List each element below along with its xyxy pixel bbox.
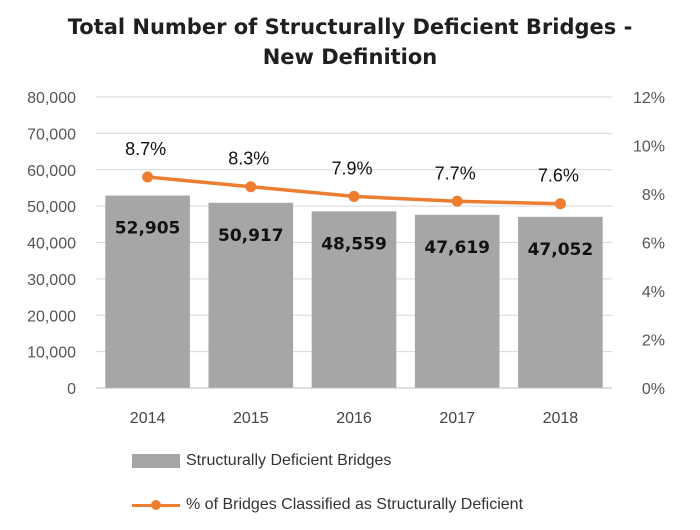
y-left-tick-label: 80,000 xyxy=(27,90,76,107)
x-tick-label: 2018 xyxy=(543,410,579,427)
y-left-tick-label: 10,000 xyxy=(27,345,76,362)
legend-swatch-bar xyxy=(132,454,180,468)
legend-label-bars: Structurally Deficient Bridges xyxy=(186,452,392,469)
line-value-label: 8.3% xyxy=(228,149,269,169)
line-point xyxy=(451,195,463,207)
chart-title: Total Number of Structurally Deficient B… xyxy=(0,12,700,72)
line-value-label: 7.7% xyxy=(435,163,476,183)
bar-value-label: 50,917 xyxy=(218,226,284,246)
y-right-tick-label: 12% xyxy=(633,90,665,107)
y-right-tick-label: 6% xyxy=(642,236,665,253)
bar xyxy=(311,211,397,388)
y-right-tick-label: 2% xyxy=(642,333,665,350)
bar-value-label: 48,559 xyxy=(321,234,387,254)
bar-value-label: 47,619 xyxy=(424,238,490,258)
y-left-tick-label: 60,000 xyxy=(27,163,76,180)
x-tick-label: 2017 xyxy=(439,410,475,427)
y-left-tick-label: 20,000 xyxy=(27,308,76,325)
bar xyxy=(414,214,500,388)
line-value-label: 7.6% xyxy=(538,166,579,186)
legend-item-line: % of Bridges Classified as Structurally … xyxy=(132,496,523,514)
y-right-tick-label: 8% xyxy=(642,187,665,204)
x-tick-label: 2014 xyxy=(130,410,166,427)
line-point xyxy=(142,171,154,183)
y-left-tick-label: 40,000 xyxy=(27,236,76,253)
x-tick-label: 2016 xyxy=(336,410,372,427)
line-point xyxy=(245,181,257,193)
y-right-tick-label: 4% xyxy=(642,284,665,301)
chart-title-line-1: Total Number of Structurally Deficient B… xyxy=(67,15,633,39)
y-left-tick-label: 30,000 xyxy=(27,272,76,289)
legend-swatch-line xyxy=(132,498,180,512)
line-value-label: 8.7% xyxy=(125,139,166,159)
chart-title-line-2: New Definition xyxy=(262,45,438,69)
line-point xyxy=(554,198,566,210)
y-right-tick-label: 10% xyxy=(633,139,665,156)
bar-value-label: 47,052 xyxy=(528,240,594,260)
bar-value-label: 52,905 xyxy=(115,219,181,239)
legend-item-bars: Structurally Deficient Bridges xyxy=(132,452,391,470)
line-value-label: 7.9% xyxy=(331,158,372,178)
legend-label-line: % of Bridges Classified as Structurally … xyxy=(186,496,524,513)
bar xyxy=(105,195,190,388)
y-right-tick-label: 0% xyxy=(642,381,665,398)
y-left-tick-label: 50,000 xyxy=(27,199,76,216)
y-left-tick-label: 70,000 xyxy=(27,126,76,143)
line-point xyxy=(348,190,360,202)
x-tick-label: 2015 xyxy=(233,410,269,427)
bar xyxy=(208,202,294,388)
bar xyxy=(518,216,603,388)
y-left-tick-label: 0 xyxy=(67,381,76,398)
